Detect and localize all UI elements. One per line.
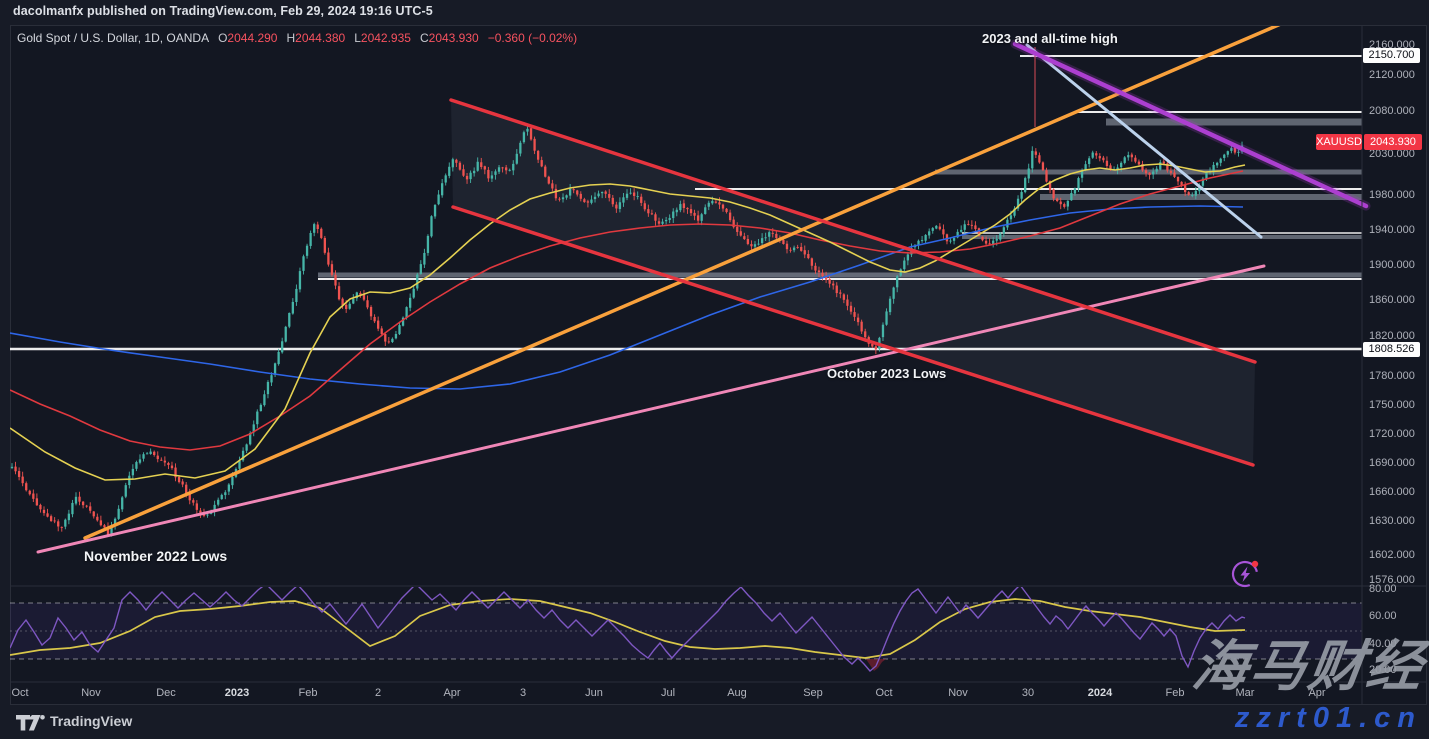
price-tick: 1576.000 [1369, 574, 1415, 586]
rsi-tick: 40.00 [1369, 638, 1397, 650]
rsi-tick: 20.00 [1369, 664, 1397, 676]
price-tick: 1820.000 [1369, 330, 1415, 342]
tradingview-brand[interactable]: TradingView [50, 713, 133, 729]
publish-info: dacolmanfx published on TradingView.com,… [13, 4, 433, 18]
ma-fast-line [10, 163, 1246, 481]
change-value: −0.360 (−0.02%) [487, 31, 578, 45]
support-resistance-zone [318, 272, 1362, 278]
level-label-1808: 1808.526 [1363, 342, 1420, 357]
price-pane[interactable] [10, 20, 1362, 554]
time-tick: 30 [1021, 687, 1035, 699]
quote-c: C2043.930 [419, 31, 479, 45]
chart-widget-frame [10, 25, 1427, 705]
time-tick: Nov [81, 687, 101, 699]
price-tick: 1690.000 [1369, 457, 1415, 469]
level-label-2150: 2150.700 [1363, 48, 1420, 63]
time-tick: Aug [727, 687, 747, 699]
price-tick: 1750.000 [1369, 399, 1415, 411]
notification-dot [1251, 560, 1259, 568]
quote-l: L2042.935 [354, 31, 411, 45]
flash-icon[interactable] [1230, 558, 1262, 592]
price-tick: 1940.000 [1369, 224, 1415, 236]
last-price-value: 2043.930 [1364, 134, 1422, 150]
symbol-title: Gold Spot / U.S. Dollar, 1D, OANDA [17, 31, 210, 45]
time-tick: 2024 [1087, 687, 1113, 699]
publish-text: dacolmanfx published on TradingView.com,… [13, 4, 433, 18]
watermark-cjk: 海马财经 [1188, 635, 1429, 697]
time-tick: 3 [519, 687, 527, 699]
red-channel-fill [451, 100, 1255, 465]
quote-o: O2044.290 [218, 31, 278, 45]
lightning-bolt-glyph [1240, 566, 1250, 582]
red-channel-bottom[interactable] [451, 205, 1255, 467]
time-tick: Sep [803, 687, 823, 699]
price-tick: 1602.000 [1369, 549, 1415, 561]
time-tick: 2 [374, 687, 382, 699]
price-tick: 1720.000 [1369, 428, 1415, 440]
annotation-october-2023-lows: October 2023 Lows [827, 366, 947, 381]
chart-legend[interactable]: Gold Spot / U.S. Dollar, 1D, OANDA O2044.… [17, 31, 577, 45]
rsi-ma-line [10, 598, 1246, 659]
purple-descending-from-ath[interactable] [1012, 41, 1369, 209]
price-tick: 1980.000 [1369, 189, 1415, 201]
time-tick: Apr [1308, 687, 1326, 699]
ohlc-values: O2044.290 H2044.380 L2042.935 C2043.930 −0.3… [209, 31, 577, 45]
time-tick: Jul [660, 687, 676, 699]
support-resistance-zone [962, 235, 1362, 239]
price-tick: 1860.000 [1369, 294, 1415, 306]
tradingview-logo-icon[interactable] [15, 714, 49, 732]
rsi-line [10, 587, 1246, 672]
last-price-label: XAUUSD 2043.930 [1316, 134, 1422, 150]
pink-ascending-support[interactable] [36, 264, 1266, 554]
time-tick: Dec [156, 687, 176, 699]
time-tick: Nov [948, 687, 968, 699]
time-tick: Apr [443, 687, 461, 699]
price-tick: 1780.000 [1369, 370, 1415, 382]
rsi-band-fill [10, 603, 1362, 659]
time-tick: 2023 [224, 687, 250, 699]
rsi-tick: 60.00 [1369, 610, 1397, 622]
ma-slow-line [10, 205, 1244, 390]
support-resistance-zone [1106, 118, 1362, 126]
price-tick: 2080.000 [1369, 105, 1415, 117]
time-tick: Feb [1165, 687, 1185, 699]
orange-ascending-from-nov-2022-lows[interactable] [83, 20, 1290, 540]
annotation-november-2022-lows: November 2022 Lows [84, 548, 228, 564]
ma-mid-line [10, 170, 1244, 451]
support-resistance-zone [1040, 194, 1362, 200]
quote-h: H2044.380 [286, 31, 346, 45]
time-tick: Feb [298, 687, 318, 699]
lightblue-descending-from-ath[interactable] [1025, 43, 1263, 239]
price-tick: 2030.000 [1369, 148, 1415, 160]
red-channel-top[interactable] [449, 98, 1257, 364]
watermark-url: zzrt01.cn [1234, 702, 1422, 734]
price-tick: 1630.000 [1369, 515, 1415, 527]
price-tick: 2120.000 [1369, 69, 1415, 81]
time-tick: Oct [875, 687, 893, 699]
support-resistance-zone [935, 169, 1362, 175]
time-tick: Jun [585, 687, 603, 699]
rsi-pane[interactable] [10, 584, 1362, 672]
price-tick: 1660.000 [1369, 486, 1415, 498]
rsi-tick: 80.00 [1369, 583, 1397, 595]
annotation-ath: 2023 and all-time high [982, 31, 1118, 46]
time-tick: Oct [11, 687, 29, 699]
symbol-tag: XAUUSD [1316, 134, 1362, 150]
price-tick: 1900.000 [1369, 259, 1415, 271]
time-tick: Mar [1235, 687, 1255, 699]
